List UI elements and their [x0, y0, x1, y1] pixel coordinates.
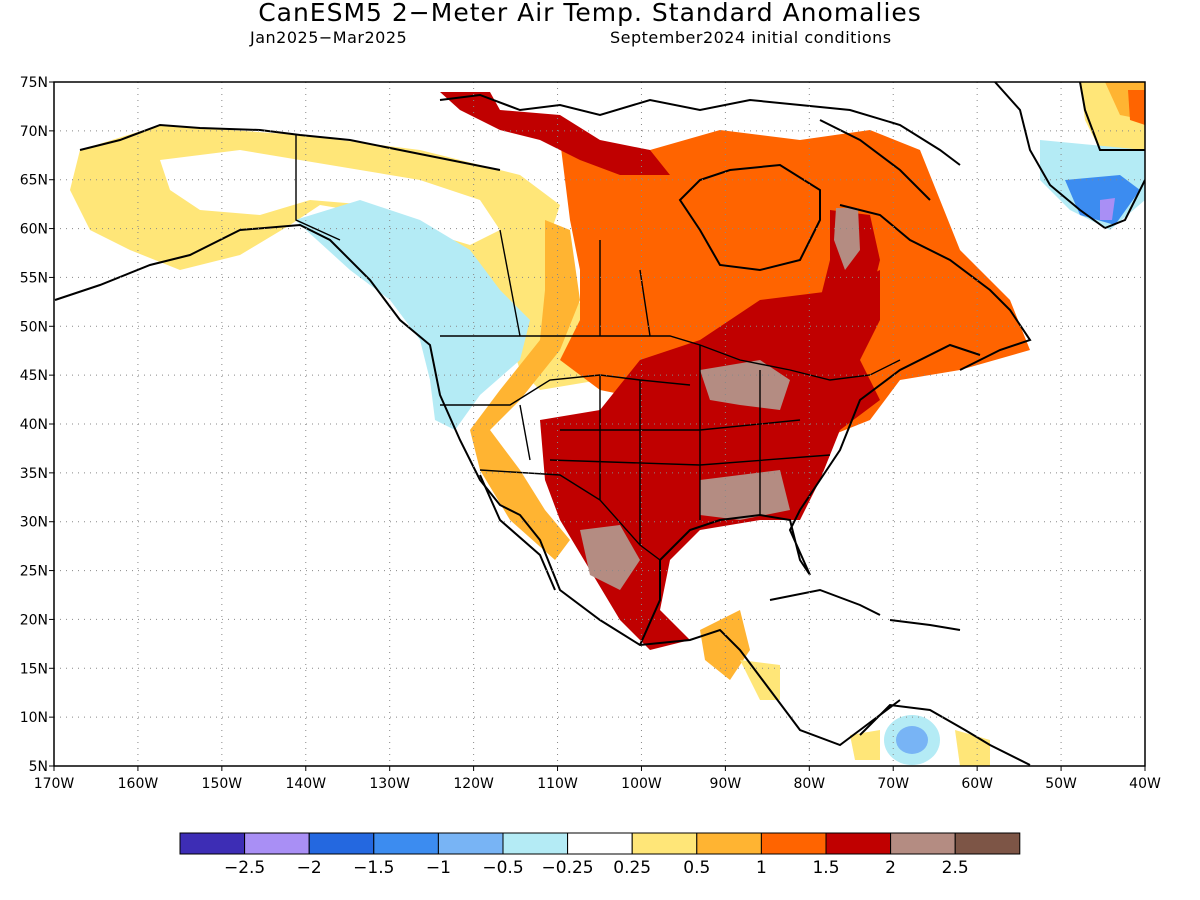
lon-tick-label: 150W [202, 776, 243, 792]
lon-tick-label: 70W [877, 776, 909, 792]
lat-tick-label: 45N [20, 368, 48, 384]
lat-tick-label: 40N [20, 417, 48, 433]
colorbar-label: −1.5 [353, 858, 394, 878]
lon-tick-label: 80W [793, 776, 825, 792]
lon-tick-label: 90W [710, 776, 742, 792]
lat-tick-label: 75N [20, 75, 48, 91]
colorbar-label: 0.5 [683, 858, 710, 878]
colorbar-label: −0.25 [542, 858, 594, 878]
forecast-period: Jan2025−Mar2025 [250, 28, 408, 47]
latitude-labels: 75N 70N 65N 60N 55N 50N 45N 40N 35N 30N 25N 20N 15N 1… [20, 75, 48, 775]
lat-tick-label: 5N [29, 759, 48, 775]
lon-tick-label: 100W [621, 776, 662, 792]
colorbar-label: −0.5 [482, 858, 523, 878]
anomaly-field-blue-venezuela [896, 726, 928, 754]
colorbar-swatch [825, 832, 892, 855]
lat-tick-label: 10N [20, 710, 48, 726]
coastline-hudson-bay [678, 163, 821, 272]
colorbar-label: −1 [426, 858, 451, 878]
anomaly-field-amber-centralamerica [700, 610, 750, 680]
anomaly-field-brown-labrador [834, 208, 860, 270]
colorbar-swatch [179, 832, 246, 855]
colorbar-label: 1.5 [812, 858, 839, 878]
lon-tick-label: 140W [285, 776, 326, 792]
lat-tick-label: 30N [20, 515, 48, 531]
colorbar-swatch [954, 832, 1021, 855]
border-alaska-canada [295, 135, 341, 241]
coastline-gulf-of-mexico [639, 343, 981, 646]
colorbar-label: −2.5 [224, 858, 265, 878]
coastline-baffin-island [819, 119, 931, 201]
lon-tick-label: 120W [453, 776, 494, 792]
coastlines [54, 82, 1145, 766]
border-us-canada [440, 335, 901, 381]
lat-tick-label: 50N [20, 319, 48, 335]
anomaly-field-purple-greenland [1100, 198, 1115, 220]
lat-tick-label: 65N [20, 173, 48, 189]
lon-tick-label: 50W [1045, 776, 1077, 792]
colorbar-swatch [567, 832, 633, 855]
colorbar-swatch [502, 832, 569, 855]
lat-tick-label: 25N [20, 564, 48, 580]
colorbar-swatch [244, 832, 310, 855]
colorbar-swatch [373, 832, 439, 855]
colorbar-swatch [631, 832, 698, 855]
anomaly-field-brown-gulf [700, 470, 790, 520]
colorbar-label: 0.25 [613, 858, 651, 878]
colorbar-swatch [308, 832, 375, 855]
coastline-greenland [994, 82, 1145, 230]
coastline-mexico-baja [479, 474, 556, 591]
anomaly-field-yellow-venezuela [850, 730, 880, 760]
coastline-hispaniola [889, 619, 961, 631]
coastline-labrador [839, 204, 1032, 371]
lat-tick-label: 55N [20, 270, 48, 286]
coastline-cuba [769, 588, 881, 616]
lon-tick-label: 40W [1129, 776, 1161, 792]
coastline-arctic-islands [439, 93, 961, 166]
lat-tick-label: 15N [20, 661, 48, 677]
lon-tick-label: 60W [961, 776, 993, 792]
colorbar-label: 1 [756, 858, 767, 878]
coastline-south-america [859, 703, 1031, 766]
anomaly-field-amber-fringe [470, 220, 580, 560]
colorbar-swatch [437, 832, 504, 855]
coastline-greenland-north [1079, 82, 1145, 151]
lon-tick-label: 170W [34, 776, 75, 792]
anomaly-field-brown-greatlakes [700, 360, 790, 410]
lon-tick-label: 160W [118, 776, 159, 792]
longitude-labels: 170W 160W 150W 140W 130W 120W 110W 100W 90W 80W 70… [34, 776, 1161, 792]
colorbar-label: 2 [885, 858, 896, 878]
anomaly-field-lightblue-west [295, 200, 530, 430]
political-boundaries [295, 135, 901, 561]
graticule [54, 82, 1145, 766]
map-title: CanESM5 2−Meter Air Temp. Standard Anoma… [258, 0, 922, 27]
initial-conditions: September2024 initial conditions [610, 28, 892, 47]
colorbar-swatch [696, 832, 762, 855]
lon-tick-label: 110W [537, 776, 578, 792]
lat-tick-label: 60N [20, 222, 48, 238]
lon-tick-label: 130W [369, 776, 410, 792]
anomaly-field-red-arctic [440, 92, 670, 175]
colorbar-label: 2.5 [942, 858, 969, 878]
colorbar-swatch [760, 832, 827, 855]
anomaly-fields [70, 82, 1145, 766]
lat-tick-label: 20N [20, 612, 48, 628]
coastline-alaska [79, 123, 501, 171]
anomaly-field-orange-greenland [1128, 90, 1145, 125]
axis-ticks [49, 81, 1146, 771]
colorbar-label: −2 [297, 858, 322, 878]
coastline-north-america [54, 223, 901, 747]
border-us-states [440, 345, 831, 545]
lat-tick-label: 35N [20, 466, 48, 482]
colorbar-labels: −2.5 −2 −1.5 −1 −0.5 −0.25 0.25 0.5 1 1.5 2 2.5 [224, 858, 969, 878]
lat-tick-label: 70N [20, 124, 48, 140]
colorbar [179, 832, 1021, 855]
colorbar-swatch [890, 832, 956, 855]
anomaly-field-brown-mexico [580, 525, 640, 590]
